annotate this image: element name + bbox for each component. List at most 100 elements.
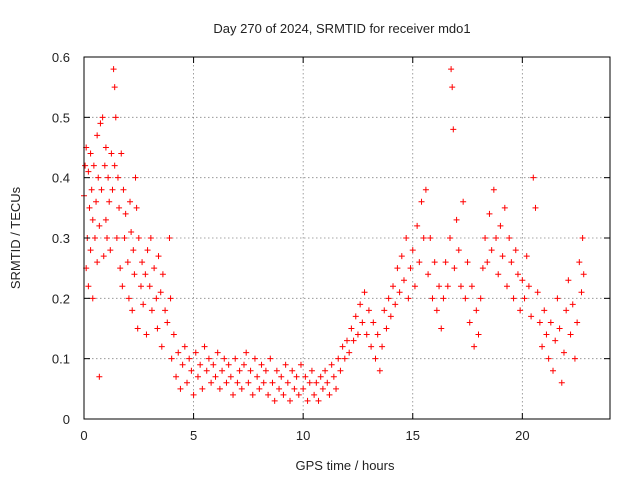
data-point: [352, 313, 359, 320]
x-tick-label: 10: [296, 428, 310, 443]
data-point: [427, 235, 434, 241]
data-point: [260, 379, 267, 386]
data-point: [381, 307, 388, 314]
data-point: [142, 271, 149, 278]
data-point: [117, 265, 124, 272]
x-axis-label: GPS time / hours: [296, 458, 395, 473]
data-point: [400, 277, 407, 284]
data-point: [282, 361, 289, 368]
data-point: [550, 367, 557, 374]
data-point: [147, 235, 154, 241]
data-point: [262, 367, 269, 374]
data-point: [93, 198, 100, 205]
data-point: [167, 295, 174, 302]
y-axis-label: SRMTID / TECUs: [8, 186, 23, 289]
data-point: [104, 235, 111, 241]
data-point: [503, 283, 510, 290]
data-point: [94, 259, 101, 266]
data-point: [545, 355, 552, 362]
data-point: [482, 235, 489, 241]
data-point: [107, 247, 114, 254]
data-point: [376, 367, 383, 374]
data-point: [100, 253, 107, 260]
data-point: [440, 295, 447, 302]
data-point: [295, 391, 302, 398]
data-point: [102, 144, 109, 151]
data-point: [422, 186, 429, 193]
data-point: [528, 313, 535, 320]
data-point: [304, 397, 311, 404]
data-point: [429, 295, 436, 302]
data-point: [479, 265, 486, 272]
x-tick-labels: 0 5 10 15 20: [80, 428, 529, 443]
data-point: [125, 295, 132, 302]
data-point: [120, 186, 127, 193]
data-point: [265, 391, 272, 398]
data-points: [81, 66, 587, 404]
data-point: [214, 349, 221, 356]
data-point: [132, 174, 139, 181]
y-tick-label: 0: [63, 412, 70, 427]
data-point: [230, 391, 237, 398]
data-point: [475, 331, 482, 338]
data-point: [341, 355, 348, 362]
data-point: [447, 235, 454, 241]
data-point: [392, 301, 399, 308]
data-point: [385, 295, 392, 302]
data-point: [363, 331, 370, 338]
y-tick-label: 0.5: [52, 110, 70, 125]
y-tick-label: 0.2: [52, 291, 70, 306]
data-point: [128, 228, 135, 235]
data-point: [236, 367, 243, 374]
x-tick-label: 0: [80, 428, 87, 443]
data-point: [365, 307, 372, 314]
data-point: [111, 84, 118, 91]
data-point: [346, 349, 353, 356]
data-point: [140, 301, 147, 308]
data-point: [319, 385, 326, 392]
data-point: [433, 307, 440, 314]
x-tick-label: 20: [515, 428, 529, 443]
y-tick-label: 0.1: [52, 352, 70, 367]
data-point: [131, 271, 138, 278]
data-point: [87, 247, 94, 254]
data-point: [247, 367, 254, 374]
data-point: [212, 373, 219, 380]
data-point: [357, 301, 364, 308]
data-point: [462, 295, 469, 302]
data-point: [109, 186, 116, 193]
data-point: [556, 325, 563, 332]
data-point: [223, 379, 230, 386]
data-point: [350, 337, 357, 344]
data-point: [497, 222, 504, 229]
data-point: [119, 283, 126, 290]
data-point: [139, 259, 146, 266]
data-point: [322, 367, 329, 374]
data-point: [541, 307, 548, 314]
data-point: [455, 247, 462, 254]
data-point: [192, 349, 199, 356]
data-point: [499, 253, 506, 260]
data-point: [468, 283, 475, 290]
y-tick-label: 0.3: [52, 231, 70, 246]
data-point: [565, 277, 572, 284]
data-point: [543, 331, 550, 338]
data-point: [554, 295, 561, 302]
data-point: [205, 355, 212, 362]
data-point: [569, 301, 576, 308]
data-point: [159, 271, 166, 278]
data-point: [508, 259, 515, 266]
data-point: [127, 198, 134, 205]
data-point: [552, 337, 559, 344]
data-point: [278, 373, 285, 380]
data-point: [158, 343, 165, 350]
data-point: [144, 247, 151, 254]
data-point: [436, 283, 443, 290]
data-point: [387, 313, 394, 320]
data-point: [534, 289, 541, 296]
data-point: [86, 204, 93, 211]
plot-frame: [83, 56, 611, 420]
data-point: [116, 204, 123, 211]
data-point: [335, 355, 342, 362]
data-point: [164, 319, 171, 326]
